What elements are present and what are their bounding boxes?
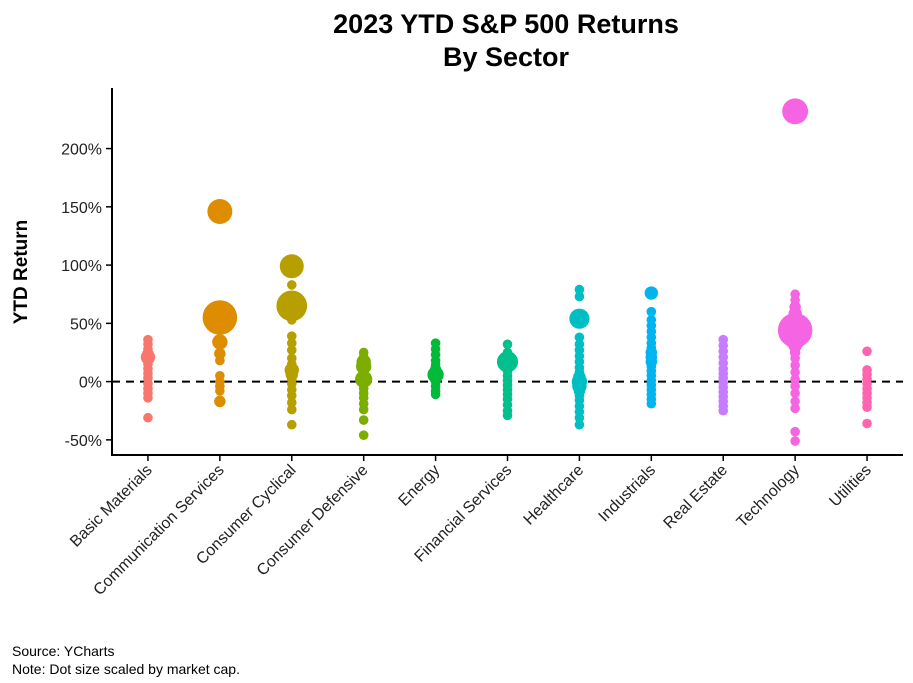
- data-point: [430, 360, 441, 371]
- data-point: [790, 360, 800, 371]
- y-tick-label: -50%: [65, 433, 102, 450]
- data-point: [574, 367, 585, 378]
- data-point: [215, 386, 225, 396]
- data-point: [276, 290, 308, 322]
- data-point: [502, 347, 513, 358]
- data-point: [286, 315, 297, 325]
- data-point: [358, 370, 369, 381]
- data-point: [358, 352, 369, 362]
- data-point: [286, 419, 297, 430]
- data-point: [279, 254, 304, 279]
- data-point: [143, 344, 153, 354]
- data-point: [646, 306, 657, 317]
- data-point: [286, 397, 297, 408]
- data-point: [358, 430, 369, 440]
- data-point: [286, 404, 297, 415]
- data-point: [574, 291, 585, 302]
- x-tick-label: Real Estate: [661, 462, 732, 533]
- data-point: [286, 390, 297, 401]
- data-point: [358, 415, 369, 425]
- y-tick-label: 200%: [61, 142, 102, 159]
- data-point: [286, 359, 297, 369]
- y-tick-label: 50%: [70, 316, 102, 333]
- data-point: [286, 345, 297, 355]
- data-point: [143, 412, 153, 423]
- plot-points: [140, 98, 872, 446]
- y-tick-label: 100%: [61, 258, 102, 275]
- chart-title-line-1: 2023 YTD S&P 500 Returns: [333, 9, 679, 39]
- data-point: [790, 396, 800, 407]
- data-point: [430, 389, 441, 400]
- data-point: [862, 346, 872, 357]
- data-point: [143, 393, 153, 403]
- data-point: [862, 402, 872, 413]
- data-point: [574, 412, 585, 423]
- data-point: [574, 332, 585, 343]
- data-point: [790, 403, 800, 414]
- y-axis-label: YTD Return: [11, 220, 32, 325]
- data-point: [790, 388, 800, 399]
- data-point: [646, 343, 657, 353]
- data-point: [286, 331, 297, 341]
- data-point: [574, 284, 585, 295]
- data-point: [644, 286, 659, 300]
- data-point: [790, 367, 800, 378]
- data-point: [214, 347, 226, 360]
- x-tick-label: Utilities: [826, 462, 874, 510]
- data-point: [790, 436, 800, 446]
- x-tick-label: Energy: [396, 462, 444, 510]
- data-point: [286, 338, 297, 348]
- data-point: [202, 300, 238, 335]
- y-tick-label: 0%: [79, 375, 102, 392]
- data-point: [789, 301, 801, 313]
- y-tick-label: 150%: [61, 200, 102, 217]
- data-point: [358, 404, 369, 415]
- data-point: [212, 334, 228, 350]
- note-caption: Note: Dot size scaled by market cap.: [12, 661, 240, 677]
- source-caption: Source: YCharts: [12, 643, 115, 659]
- chart-title-line-2: By Sector: [443, 42, 570, 72]
- data-point: [569, 308, 590, 329]
- data-point: [790, 353, 800, 364]
- data-point: [214, 395, 226, 408]
- y-axis-ticks: -50% 0% 50% 100% 150% 200%: [61, 142, 112, 450]
- data-point: [790, 374, 800, 385]
- data-point: [574, 419, 585, 430]
- data-point: [790, 295, 800, 305]
- data-point: [718, 405, 729, 416]
- x-tick-label: Healthcare: [521, 462, 588, 529]
- x-tick-label: Industrials: [596, 462, 660, 526]
- data-point: [207, 199, 233, 224]
- data-point: [862, 418, 872, 429]
- data-point: [286, 280, 297, 290]
- x-tick-label: Communication Services: [91, 462, 228, 599]
- data-point: [790, 381, 800, 392]
- data-point: [790, 426, 800, 437]
- data-point: [502, 410, 513, 421]
- data-point: [782, 98, 809, 125]
- data-point: [215, 355, 225, 366]
- x-tick-label: Technology: [734, 462, 803, 531]
- data-point: [646, 398, 657, 409]
- data-point: [502, 339, 513, 350]
